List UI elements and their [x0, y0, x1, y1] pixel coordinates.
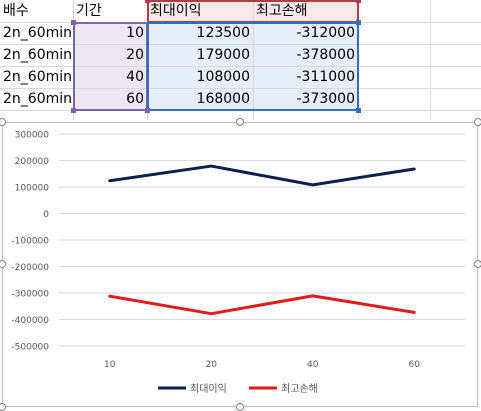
chart-resize-handle-right[interactable] — [474, 260, 481, 268]
cell-multiplier[interactable]: 2n_60min — [3, 69, 72, 85]
cell-max-profit[interactable]: 123500 — [196, 25, 250, 41]
cell-multiplier[interactable]: 2n_60min — [3, 47, 72, 63]
y-tick-label: -400000 — [11, 316, 49, 326]
y-tick-label: -500000 — [11, 343, 49, 353]
y-tick-label: -100000 — [11, 237, 49, 247]
cell-max-loss[interactable]: -311000 — [296, 69, 356, 85]
x-tick-label: 20 — [206, 360, 218, 370]
y-tick-label: 100000 — [15, 184, 50, 194]
series-line-0[interactable] — [108, 164, 416, 187]
chart-resize-handle-left[interactable] — [0, 260, 6, 268]
values-range-border — [147, 22, 359, 111]
chart-resize-handle-bottom-left[interactable] — [0, 403, 6, 411]
x-tick-label: 40 — [307, 360, 319, 370]
x-tick-label: 60 — [409, 360, 421, 370]
cell-multiplier[interactable]: 2n_60min — [3, 25, 72, 41]
series-line-1[interactable] — [108, 294, 416, 316]
period-range-highlight — [73, 23, 147, 111]
line-chart-object[interactable]: 300000 200000 100000 0 -100000 -200000 -300000… — [2, 122, 478, 407]
values-range-highlight — [147, 23, 358, 111]
cell-max-profit[interactable]: 168000 — [196, 91, 250, 107]
header-cell-multiplier[interactable]: 배수 — [3, 3, 29, 19]
cell-period[interactable]: 40 — [126, 69, 144, 85]
header-cell-max-loss[interactable]: 최고손해 — [256, 3, 308, 19]
cell-max-loss[interactable]: -378000 — [296, 47, 356, 63]
cell-period[interactable]: 10 — [126, 25, 144, 41]
cell-max-profit[interactable]: 179000 — [196, 47, 250, 63]
y-tick-label: 0 — [43, 210, 49, 220]
cell-period[interactable]: 60 — [126, 91, 144, 107]
y-tick-label: -200000 — [11, 263, 49, 273]
legend-label-0: 최대이익 — [190, 383, 227, 395]
header-cell-max-profit[interactable]: 최대이익 — [150, 3, 202, 19]
y-tick-label: 300000 — [15, 131, 50, 141]
cell-max-loss[interactable]: -312000 — [296, 25, 356, 41]
cell-max-profit[interactable]: 108000 — [196, 69, 250, 85]
y-tick-label: 200000 — [15, 157, 50, 167]
chart-resize-handle-bottom[interactable] — [236, 403, 244, 411]
spreadsheet-grid: 배수 기간 최대이익 최고손해 2n_60min 10 123500 -3120… — [0, 0, 481, 120]
x-tick-label: 10 — [104, 360, 116, 370]
header-cell-period[interactable]: 기간 — [76, 3, 102, 19]
cell-multiplier[interactable]: 2n_60min — [3, 91, 72, 107]
cell-period[interactable]: 20 — [126, 47, 144, 63]
y-tick-label: -300000 — [11, 290, 49, 300]
legend-label-1: 최고손해 — [281, 382, 318, 395]
line-chart: 300000 200000 100000 0 -100000 -200000 -300000… — [11, 131, 465, 395]
cell-max-loss[interactable]: -373000 — [296, 91, 356, 107]
header-range-highlight — [147, 0, 358, 23]
chart-resize-handle-top-right[interactable] — [474, 118, 481, 126]
chart-resize-handle-top[interactable] — [236, 118, 244, 126]
chart-resize-handle-top-left[interactable] — [0, 118, 6, 126]
